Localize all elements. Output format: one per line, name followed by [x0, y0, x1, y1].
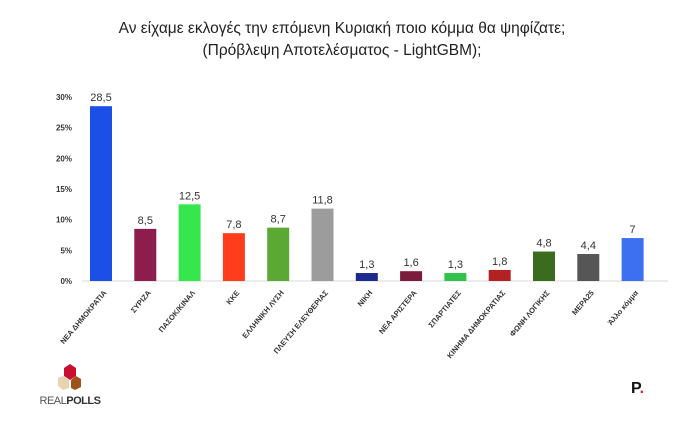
bar — [134, 228, 157, 281]
data-label: 11,8 — [312, 195, 333, 207]
bar — [533, 251, 555, 281]
data-label: 8,5 — [138, 215, 153, 227]
x-tick-label: ΕΛΛΗΝΙΚΗ ΛΥΣΗ — [240, 289, 285, 341]
bar — [267, 227, 290, 281]
y-tick-label: 20% — [56, 154, 72, 163]
y-tick-label: 30% — [56, 93, 72, 102]
bar — [311, 208, 334, 281]
x-tick-label: ΝΙΚΗ — [356, 289, 375, 309]
data-label: 1,3 — [359, 259, 374, 271]
bar — [90, 106, 112, 281]
x-tick-label: ΚΚΕ — [224, 289, 241, 307]
data-label: 1,8 — [492, 256, 507, 268]
bar — [222, 233, 245, 281]
data-label: 28,5 — [90, 92, 111, 104]
bar — [488, 269, 511, 281]
y-tick-label: 25% — [56, 124, 72, 133]
bar — [178, 204, 201, 281]
data-label: 4,4 — [581, 240, 596, 252]
subtitle-line: (Πρόβλεψη Αποτελέσματος - LightGBM); — [202, 42, 482, 59]
p-logo: P. — [631, 380, 645, 397]
y-tick-label: 0% — [60, 277, 72, 286]
x-tick-label: ΣΥΡΙΖΑ — [129, 288, 153, 315]
data-label: 7 — [630, 224, 636, 236]
x-tick-label: ΜΕΡΑ25 — [570, 289, 596, 317]
y-tick-label: 10% — [56, 216, 72, 225]
x-tick-label: ΝΕΑ ΑΡΙΣΤΕΡΑ — [377, 288, 419, 336]
y-tick-label: 15% — [56, 185, 72, 194]
data-label: 1,3 — [448, 259, 463, 271]
y-tick-label: 5% — [60, 246, 72, 255]
x-tick-label: ΠΑΣΟΚ/ΚΙΝΑΛ — [157, 289, 197, 335]
data-label: 12,5 — [179, 190, 200, 202]
x-tick-label: ΦΩΝΗ ΛΟΓΙΚΗΣ — [508, 288, 552, 338]
x-tick-label: ΣΠΑΡΤΙΑΤΕΣ — [427, 288, 464, 329]
bar — [444, 273, 467, 281]
bar — [577, 254, 600, 281]
data-label: 7,8 — [226, 219, 241, 231]
x-tick-label: Άλλο κόμμα — [606, 288, 641, 327]
data-label: 1,6 — [403, 257, 418, 269]
data-label: 8,7 — [271, 214, 286, 226]
chart-title: Αν είχαμε εκλογές την επόμενη Κυριακή πο… — [0, 18, 684, 62]
bar — [621, 238, 644, 281]
realpolls-logo-mark — [58, 364, 81, 390]
x-tick-label: ΝΕΑ ΔΗΜΟΚΡΑΤΙΑ — [58, 288, 109, 346]
title-line: Αν είχαμε εκλογές την επόμενη Κυριακή πο… — [118, 20, 566, 37]
realpolls-logo: REALPOLLS — [35, 362, 105, 407]
data-label: 4,8 — [536, 238, 551, 250]
bar — [400, 271, 423, 281]
bar — [355, 273, 378, 281]
